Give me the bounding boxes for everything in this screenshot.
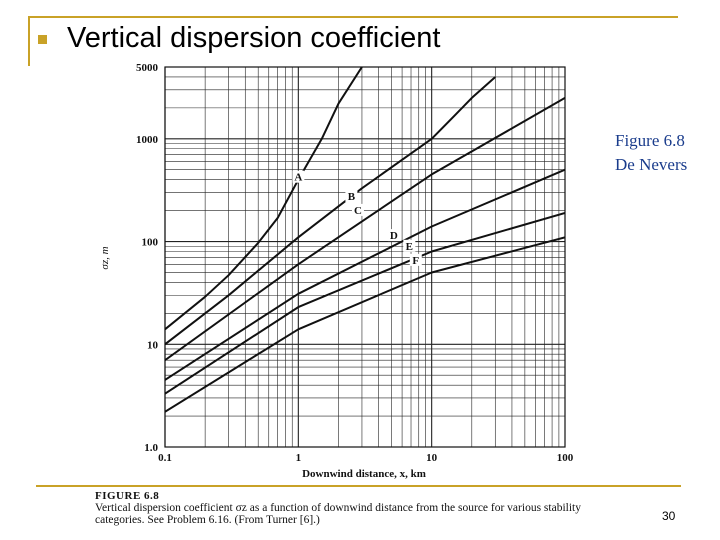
caption-text: Vertical dispersion coefficient σz as a … bbox=[95, 502, 581, 526]
page-number: 30 bbox=[662, 509, 676, 523]
series-line-e bbox=[165, 211, 565, 395]
left-rule bbox=[28, 16, 30, 66]
series-line-a bbox=[165, 67, 363, 331]
series-label-f: F bbox=[412, 255, 419, 267]
series-label-bg bbox=[387, 229, 400, 242]
bullet-icon bbox=[38, 35, 47, 44]
plot-frame bbox=[164, 66, 566, 448]
series-label-d: D bbox=[390, 230, 398, 242]
series-label-bg bbox=[409, 253, 422, 266]
bottom-rule bbox=[36, 485, 681, 487]
series-label-bg bbox=[403, 239, 416, 252]
series-label-a: A bbox=[294, 172, 302, 184]
y-tick-label: 100 bbox=[142, 237, 159, 249]
chart-grid bbox=[164, 66, 565, 448]
figure-label: FIGURE 6.8 bbox=[95, 490, 160, 502]
y-tick-label: 1000 bbox=[136, 134, 159, 146]
series-label-bg bbox=[292, 170, 305, 183]
x-tick-label: 0.1 bbox=[158, 452, 172, 464]
x-tick-label: 1 bbox=[296, 452, 302, 464]
figure-reference: Figure 6.8 bbox=[615, 131, 685, 150]
x-tick-label: 100 bbox=[557, 452, 574, 464]
slide-title: Vertical dispersion coefficient bbox=[67, 22, 441, 54]
tick-labels: 0.1 1 10 100 1.0 10 100 1000 5000 bbox=[136, 62, 574, 464]
series-line-c bbox=[165, 97, 565, 362]
series-label-bg bbox=[345, 189, 358, 202]
series-label-c: C bbox=[354, 205, 362, 217]
figure-caption: FIGURE 6.8 Vertical dispersion coefficie… bbox=[95, 490, 595, 526]
series-lines: A BC DEF bbox=[165, 67, 565, 413]
x-axis-label: Downwind distance, x, km bbox=[302, 468, 426, 480]
series-line-b bbox=[165, 76, 496, 346]
series-line-f bbox=[165, 236, 565, 413]
y-axis-label: σz, m bbox=[99, 246, 111, 269]
series-label-e: E bbox=[406, 241, 413, 253]
series-label-bg bbox=[351, 203, 364, 216]
y-tick-label: 1.0 bbox=[144, 442, 158, 454]
series-label-b: B bbox=[348, 191, 356, 203]
series-line-d bbox=[165, 168, 565, 381]
y-tick-label: 10 bbox=[147, 339, 159, 351]
y-tick-label: 5000 bbox=[136, 62, 159, 74]
x-tick-label: 10 bbox=[426, 452, 438, 464]
top-rule bbox=[28, 16, 678, 18]
source-reference: De Nevers bbox=[615, 155, 688, 174]
